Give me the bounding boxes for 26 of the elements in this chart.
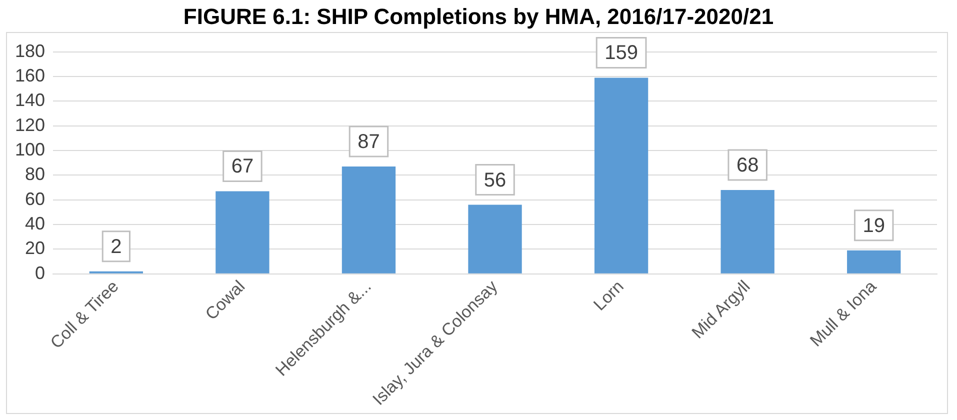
data-label: 68 xyxy=(736,154,759,176)
data-label: 87 xyxy=(358,131,380,154)
data-label: 2 xyxy=(110,236,122,258)
data-label: 67 xyxy=(231,156,254,178)
y-tick-label: 40 xyxy=(25,213,46,234)
bar xyxy=(216,191,270,274)
y-tick-label: 0 xyxy=(35,262,46,283)
y-tick-label: 60 xyxy=(25,188,46,209)
chart-title: FIGURE 6.1: SHIP Completions by HMA, 2016/17-2020/21 xyxy=(182,3,775,31)
bar xyxy=(342,166,396,274)
y-tick-label: 180 xyxy=(14,40,46,61)
x-tick-label: Lorn xyxy=(590,276,628,314)
y-tick-label: 100 xyxy=(14,139,46,160)
data-label: 159 xyxy=(604,42,638,64)
bar xyxy=(594,78,648,274)
bar xyxy=(847,250,901,274)
data-label: 19 xyxy=(862,214,885,237)
x-tick-label: Coll & Tiree xyxy=(46,276,122,352)
bar xyxy=(468,204,522,274)
y-tick-label: 80 xyxy=(25,164,46,184)
data-label: 56 xyxy=(484,169,506,192)
y-tick-label: 120 xyxy=(14,114,46,135)
y-tick-label: 140 xyxy=(14,90,46,110)
y-tick-label: 20 xyxy=(25,238,46,258)
y-tick-label: 160 xyxy=(14,65,46,86)
bar xyxy=(720,190,774,274)
